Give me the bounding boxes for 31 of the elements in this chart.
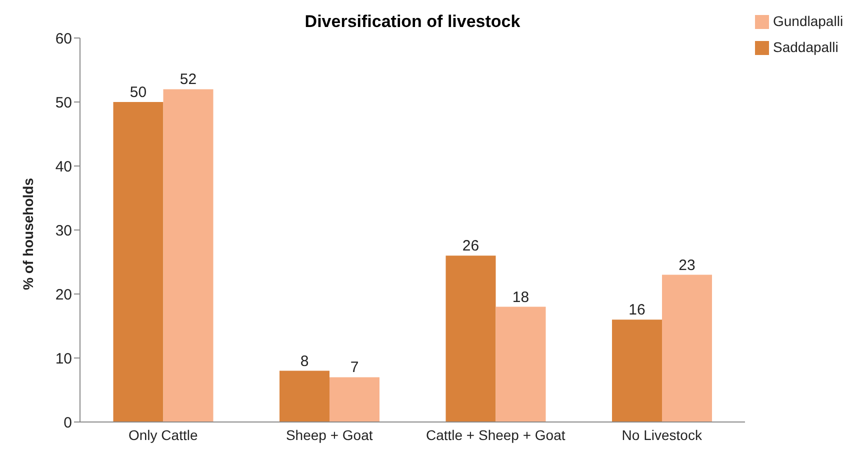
y-tick-label: 10 (55, 350, 72, 368)
bar (446, 256, 496, 422)
data-label: 50 (130, 84, 147, 101)
data-label: 8 (300, 352, 309, 370)
data-label: 23 (678, 256, 696, 274)
bar (330, 377, 380, 422)
y-tick-label: 20 (55, 286, 72, 304)
y-tick-label: 50 (55, 94, 72, 112)
chart-title: Diversification of livestock (304, 12, 520, 31)
bar (163, 89, 214, 422)
bar (662, 274, 712, 422)
bar (496, 306, 546, 422)
data-label: 52 (180, 71, 197, 88)
y-tick-label: 0 (64, 414, 72, 432)
data-label: 16 (628, 302, 646, 319)
y-tick-label: 30 (55, 222, 72, 240)
bar (113, 102, 164, 422)
data-label: 7 (350, 359, 359, 376)
bar (280, 370, 330, 422)
data-label: 26 (462, 238, 480, 255)
y-axis-title: % of households (20, 178, 36, 290)
x-tick-label: Cattle + Sheep + Goat (426, 426, 566, 443)
data-label: 18 (512, 288, 530, 306)
x-tick-label: Sheep + Goat (286, 426, 373, 443)
x-tick-label: No Livestock (622, 426, 703, 443)
bar (612, 320, 662, 422)
x-tick-label: Only Cattle (128, 426, 198, 443)
y-tick-label: 60 (55, 30, 72, 48)
legend-label: Gundlapalli (773, 13, 844, 29)
legend-label: Saddapalli (773, 39, 838, 55)
y-tick-label: 40 (55, 158, 72, 176)
